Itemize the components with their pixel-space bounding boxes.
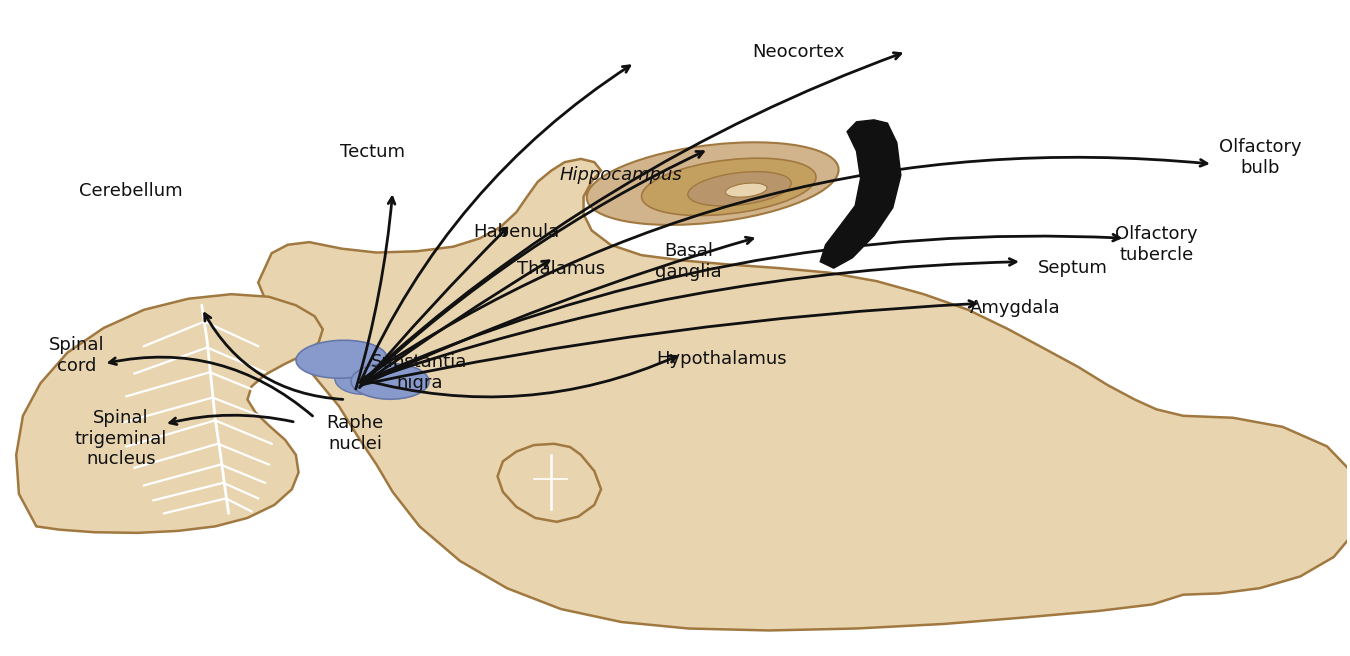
Text: Substantia
nigra: Substantia nigra bbox=[371, 353, 467, 392]
Ellipse shape bbox=[335, 363, 392, 394]
Text: Habenula: Habenula bbox=[474, 223, 559, 241]
Ellipse shape bbox=[641, 158, 815, 216]
Ellipse shape bbox=[687, 172, 791, 206]
Text: Septum: Septum bbox=[1038, 259, 1108, 277]
Ellipse shape bbox=[296, 340, 387, 379]
Text: Hippocampus: Hippocampus bbox=[560, 166, 683, 184]
Polygon shape bbox=[16, 294, 323, 533]
Text: Neocortex: Neocortex bbox=[752, 43, 845, 60]
Ellipse shape bbox=[587, 142, 838, 225]
Text: Tectum: Tectum bbox=[340, 144, 405, 161]
Text: Spinal
cord: Spinal cord bbox=[49, 336, 104, 375]
Text: Thalamus: Thalamus bbox=[517, 260, 605, 278]
Polygon shape bbox=[498, 443, 601, 522]
Text: Basal
ganglia: Basal ganglia bbox=[655, 242, 722, 281]
Text: Cerebellum: Cerebellum bbox=[78, 182, 182, 200]
Polygon shape bbox=[821, 120, 900, 268]
Text: Hypothalamus: Hypothalamus bbox=[656, 350, 787, 368]
Text: Raphe
nuclei: Raphe nuclei bbox=[327, 414, 383, 453]
Text: Amygdala: Amygdala bbox=[969, 300, 1061, 318]
Text: Olfactory
bulb: Olfactory bulb bbox=[1219, 138, 1301, 177]
Polygon shape bbox=[258, 159, 1350, 630]
Ellipse shape bbox=[725, 183, 767, 197]
Text: Olfactory
tubercle: Olfactory tubercle bbox=[1115, 226, 1197, 264]
Ellipse shape bbox=[351, 363, 429, 400]
Text: Spinal
trigeminal
nucleus: Spinal trigeminal nucleus bbox=[74, 409, 167, 468]
